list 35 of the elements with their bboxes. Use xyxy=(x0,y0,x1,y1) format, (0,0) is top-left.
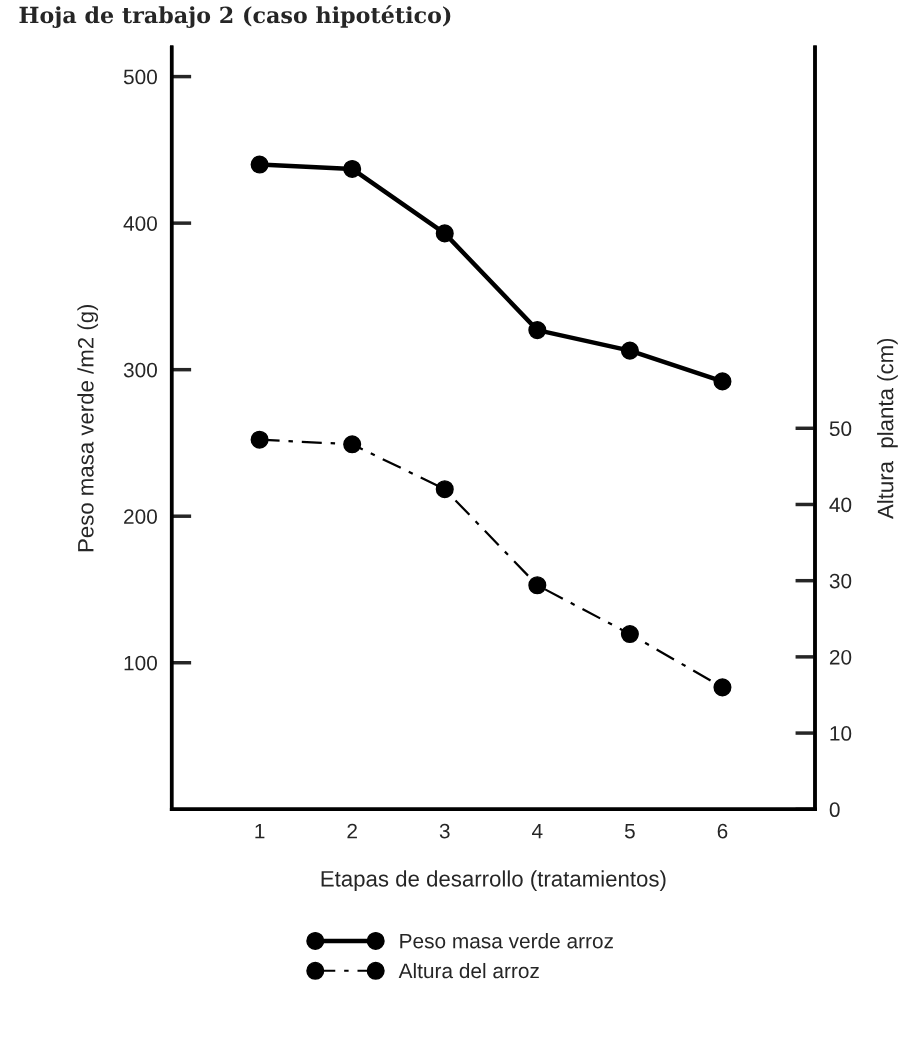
x-axis-title: Etapas de desarrollo (tratamientos) xyxy=(321,870,666,892)
y-tick-label: 400 xyxy=(123,216,157,231)
x-tick-label: 1 xyxy=(255,823,265,839)
point xyxy=(528,321,547,340)
point xyxy=(620,624,639,644)
y2-tick-label: 40 xyxy=(829,497,852,513)
point xyxy=(343,435,362,454)
legend-label: Peso masa verde arroz xyxy=(400,933,613,949)
point xyxy=(713,678,732,697)
x-tick-label: 2 xyxy=(347,823,357,839)
x-tick-label: 3 xyxy=(439,823,450,839)
y2-tick-label: 30 xyxy=(829,573,852,589)
y-tick-label: 300 xyxy=(123,362,157,378)
chart-title: Hoja de trabajo 2 (caso hipotético) xyxy=(19,5,451,28)
y2-tick-label: 0 xyxy=(829,802,840,818)
point xyxy=(435,480,454,499)
x-tick-label: 6 xyxy=(717,823,728,839)
point xyxy=(713,372,732,391)
y-tick-label: 100 xyxy=(124,655,157,671)
point xyxy=(435,224,454,243)
y2-tick-label: 20 xyxy=(829,649,852,665)
point xyxy=(620,341,639,360)
legend-label: Altura del arroz xyxy=(398,962,539,979)
point xyxy=(528,576,547,595)
point xyxy=(250,155,269,174)
y2-axis-title: Altura planta (cm) xyxy=(877,338,898,519)
y-tick-label: 500 xyxy=(123,69,157,85)
x-tick-label: 4 xyxy=(532,823,543,839)
y2-tick-label: 10 xyxy=(830,726,852,741)
y2-tick-label: 50 xyxy=(829,421,852,437)
point xyxy=(343,159,362,178)
y-tick-label: 200 xyxy=(124,509,157,524)
y-axis-title: Peso masa verde /m2 (g) xyxy=(77,304,99,552)
point xyxy=(250,430,269,449)
x-tick-label: 5 xyxy=(624,823,635,839)
